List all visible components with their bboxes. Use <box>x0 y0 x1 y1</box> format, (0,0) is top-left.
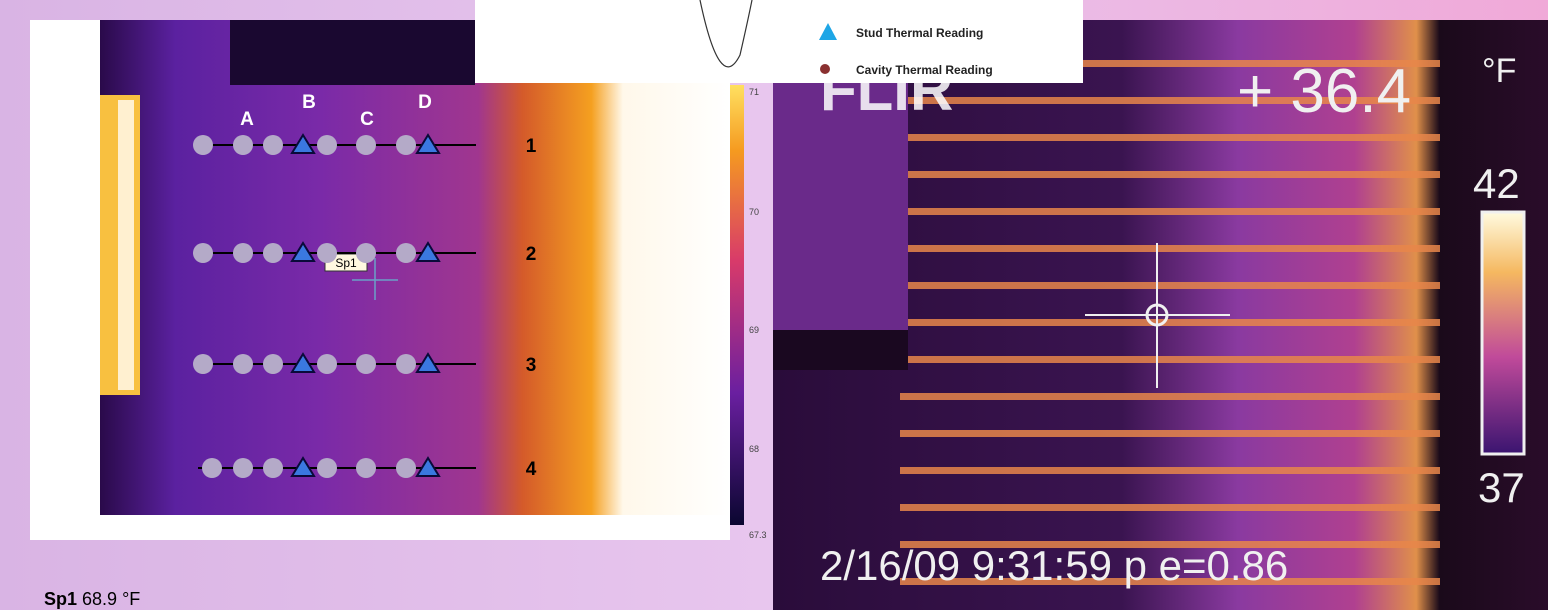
cavity-point <box>317 243 337 263</box>
cavity-point <box>233 458 253 478</box>
temp-reading: + 36.4 <box>1237 57 1411 126</box>
row-label: 2 <box>526 244 537 265</box>
stud-stripe <box>900 356 1440 363</box>
left-colorbar <box>730 85 744 525</box>
timestamp: 2/16/09 9:31:59 p e=0.86 <box>820 542 1288 589</box>
cavity-point <box>263 243 283 263</box>
window-dark <box>230 20 475 85</box>
cavity-point <box>356 354 376 374</box>
cavity-point <box>317 458 337 478</box>
stud-stripe <box>900 245 1440 252</box>
cavity-point <box>317 135 337 155</box>
cavity-point <box>233 243 253 263</box>
legend-item: Cavity Thermal Reading <box>856 63 993 77</box>
scale-label: 67.3 <box>749 530 767 540</box>
cavity-point <box>193 243 213 263</box>
spot-reading: Sp1 68.9 °F <box>44 589 140 609</box>
cavity-point <box>396 135 416 155</box>
scale-min: 37 <box>1478 464 1525 511</box>
stud-stripe <box>900 282 1440 289</box>
right-colorbar <box>1482 212 1524 454</box>
cavity-point <box>317 354 337 374</box>
composite-figure: Sp1 ABCD12347170696867.3 Sp1 68.9 °F FLI… <box>0 0 1548 610</box>
row-label: 3 <box>526 355 537 376</box>
cavity-icon <box>820 64 830 74</box>
left-edge-hot <box>118 100 134 390</box>
stud-stripe <box>900 504 1440 511</box>
cavity-point <box>396 354 416 374</box>
stud-stripe <box>900 467 1440 474</box>
temp-unit: °F <box>1482 52 1516 90</box>
cavity-point <box>263 458 283 478</box>
row-label: 4 <box>526 459 537 480</box>
cavity-point <box>193 354 213 374</box>
cavity-point <box>356 135 376 155</box>
column-label: C <box>360 109 374 130</box>
cavity-point <box>396 458 416 478</box>
column-label: A <box>240 109 254 130</box>
legend-item: Stud Thermal Reading <box>856 26 983 40</box>
stud-stripe <box>900 430 1440 437</box>
spot-name: Sp1 <box>44 589 77 609</box>
cavity-point <box>263 354 283 374</box>
stud-stripe <box>900 171 1440 178</box>
scale-label: 71 <box>749 87 759 97</box>
cavity-point <box>263 135 283 155</box>
cavity-point <box>356 458 376 478</box>
cavity-point <box>233 354 253 374</box>
scale-max: 42 <box>1473 160 1520 207</box>
row-label: 1 <box>526 136 537 157</box>
wall-block-shadow <box>773 330 908 370</box>
stud-stripe <box>900 319 1440 326</box>
cavity-point <box>193 135 213 155</box>
stud-stripe <box>900 393 1440 400</box>
column-label: D <box>418 92 432 113</box>
scale-label: 69 <box>749 325 759 335</box>
spot-tag: Sp1 <box>335 256 357 270</box>
cavity-point <box>356 243 376 263</box>
cavity-point <box>202 458 222 478</box>
stud-stripe <box>900 134 1440 141</box>
scale-label: 70 <box>749 207 759 217</box>
cavity-point <box>233 135 253 155</box>
stud-stripe <box>900 208 1440 215</box>
cavity-point <box>396 243 416 263</box>
spot-value: 68.9 °F <box>82 589 140 609</box>
page: Sp1 ABCD12347170696867.3 Sp1 68.9 °F FLI… <box>0 0 1548 610</box>
left-thermal <box>100 20 730 515</box>
column-label: B <box>302 92 316 113</box>
scale-label: 68 <box>749 444 759 454</box>
